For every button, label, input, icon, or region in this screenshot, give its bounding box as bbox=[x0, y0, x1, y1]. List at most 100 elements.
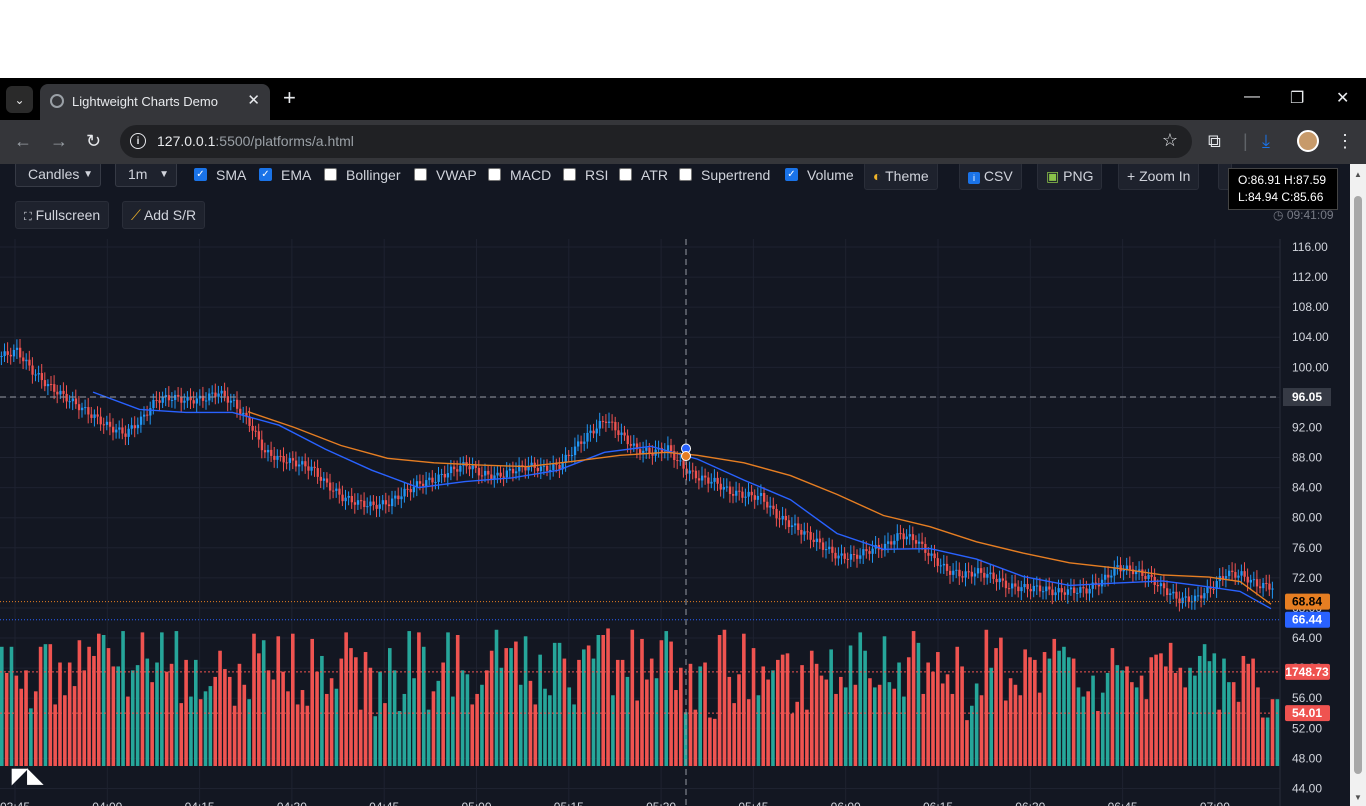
download-icon[interactable]: ⤓ bbox=[1262, 131, 1270, 151]
time-tick-label: 04:00 bbox=[92, 800, 122, 806]
candle-body bbox=[1060, 588, 1063, 593]
candle-body bbox=[728, 486, 732, 495]
tab-close-button[interactable]: ✕ bbox=[247, 92, 260, 109]
candle-body bbox=[164, 395, 167, 398]
volume-bar bbox=[1028, 657, 1032, 766]
volume-bar bbox=[426, 709, 431, 766]
volume-bar bbox=[1246, 663, 1251, 766]
fullscreen-button[interactable]: ⛶ Fullscreen bbox=[15, 201, 110, 229]
volume-bar bbox=[727, 676, 732, 766]
volume-bar bbox=[1178, 667, 1183, 766]
candle-body bbox=[40, 373, 43, 381]
csv-button[interactable]: i CSV bbox=[959, 164, 1022, 190]
candle-body bbox=[831, 546, 834, 553]
minimize-button[interactable]: — bbox=[1244, 88, 1260, 105]
volume-bar bbox=[814, 663, 819, 766]
volume-bar bbox=[1139, 675, 1144, 766]
zoom-in-button[interactable]: + Zoom In bbox=[1118, 164, 1200, 190]
candle-body bbox=[270, 449, 273, 456]
candle-body bbox=[967, 571, 970, 573]
volume-bar bbox=[843, 687, 848, 766]
volume-bar bbox=[916, 642, 921, 766]
forward-icon[interactable]: → bbox=[50, 131, 68, 151]
url-text[interactable]: 127.0.0.1:5500/platforms/a.html bbox=[157, 133, 354, 149]
page-scrollbar[interactable]: ▲ ▼ bbox=[1350, 164, 1366, 806]
back-icon[interactable]: ← bbox=[14, 131, 32, 151]
candle-body bbox=[239, 408, 242, 415]
candle-body bbox=[871, 548, 874, 554]
candle-body bbox=[1091, 582, 1094, 589]
volume-bar bbox=[1134, 687, 1139, 766]
candle-body bbox=[682, 460, 685, 469]
candle-body bbox=[530, 462, 533, 466]
candle-body bbox=[918, 541, 921, 544]
volume-bar bbox=[310, 638, 314, 766]
candle-body bbox=[440, 473, 443, 475]
candle-body bbox=[608, 421, 611, 423]
volume-bar bbox=[737, 674, 741, 766]
volume-bar bbox=[839, 676, 843, 766]
scrollbar-thumb[interactable] bbox=[1354, 196, 1362, 774]
menu-kebab-icon[interactable]: ⋮ bbox=[1336, 131, 1354, 151]
volume-bar bbox=[829, 649, 833, 766]
volume-bar bbox=[232, 705, 237, 766]
candle-body bbox=[1193, 595, 1197, 602]
reload-icon[interactable]: ↻ bbox=[86, 131, 102, 151]
candle-body bbox=[1029, 589, 1032, 592]
candle-body bbox=[1169, 593, 1172, 596]
candle-body bbox=[626, 435, 629, 445]
volume-bar bbox=[402, 693, 407, 766]
volume-bar bbox=[1130, 682, 1134, 766]
scroll-up-icon[interactable]: ▲ bbox=[1354, 170, 1362, 179]
volume-bar bbox=[945, 674, 950, 766]
volume-bar bbox=[24, 670, 28, 766]
interval-select[interactable]: 1m ▼ bbox=[115, 164, 177, 187]
candle-body bbox=[837, 555, 840, 559]
extensions-icon[interactable]: ⧉ bbox=[1208, 131, 1221, 151]
candle-body bbox=[905, 536, 908, 540]
volume-bar bbox=[237, 663, 242, 766]
volume-bar bbox=[635, 700, 639, 766]
restore-button[interactable]: ❐ bbox=[1290, 90, 1305, 107]
ema-line bbox=[247, 411, 1272, 605]
crosshair-price-label: 96.05 bbox=[1292, 390, 1322, 404]
theme-button[interactable]: ◐ Theme bbox=[864, 164, 938, 190]
candle-body bbox=[192, 400, 195, 404]
checkbox-empty bbox=[414, 168, 427, 181]
candle-body bbox=[784, 515, 787, 521]
ema-crosshair-marker bbox=[681, 451, 691, 462]
candle-body bbox=[77, 404, 81, 411]
profile-avatar[interactable] bbox=[1297, 130, 1319, 152]
add-sr-button[interactable]: ⟋ Add S/R bbox=[122, 201, 206, 229]
volume-bar bbox=[140, 632, 145, 766]
tab-active[interactable]: Lightweight Charts Demo ✕ bbox=[40, 84, 270, 120]
plus-icon: + bbox=[1127, 168, 1136, 184]
new-tab-button[interactable]: + bbox=[283, 85, 296, 110]
candle-body bbox=[865, 549, 868, 552]
address-bar[interactable]: i 127.0.0.1:5500/platforms/a.html ☆ bbox=[120, 125, 1192, 158]
candle-body bbox=[1265, 582, 1268, 584]
tradingview-logo-icon: ◤◣ bbox=[11, 765, 44, 787]
candle-body bbox=[570, 455, 574, 457]
price-chart[interactable]: 116.00112.00108.00104.00100.0096.0092.00… bbox=[0, 239, 1350, 806]
tab-search-button[interactable]: ⌄ bbox=[6, 86, 33, 113]
volume-bar bbox=[688, 663, 693, 766]
volume-bar bbox=[1076, 687, 1081, 766]
window-close-button[interactable]: ✕ bbox=[1336, 90, 1350, 107]
candle-body bbox=[818, 538, 822, 543]
volume-bar bbox=[257, 653, 261, 766]
candle-body bbox=[542, 465, 546, 467]
site-info-icon[interactable]: i bbox=[130, 133, 146, 149]
candle-body bbox=[970, 571, 973, 577]
candle-body bbox=[1141, 569, 1144, 576]
chart-type-select[interactable]: Candles ▼ bbox=[15, 164, 101, 187]
bookmark-star-icon[interactable]: ☆ bbox=[1161, 130, 1178, 150]
volume-bar bbox=[1173, 672, 1178, 766]
png-button[interactable]: ▣ PNG bbox=[1037, 164, 1103, 190]
candle-body bbox=[849, 554, 853, 560]
candle-body bbox=[1255, 579, 1259, 587]
scroll-down-icon[interactable]: ▼ bbox=[1354, 793, 1362, 802]
csv-label: CSV bbox=[983, 168, 1013, 184]
volume-bar bbox=[465, 674, 470, 766]
volume-bar bbox=[994, 648, 998, 766]
